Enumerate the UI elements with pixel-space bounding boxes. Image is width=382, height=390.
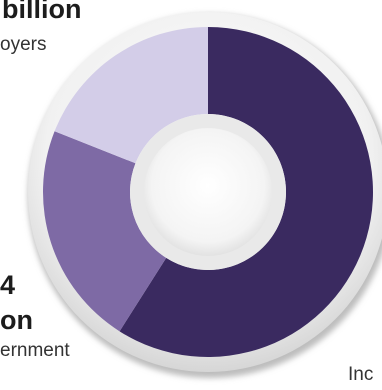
label-government-caption: ernment [0,340,70,361]
label-government-prefix: 4 [0,270,16,300]
label-billion-caption: oyers [0,34,47,55]
donut-slice-1 [119,27,373,358]
donut-slice-3 [54,27,208,164]
label-billion-value: billion [2,0,82,24]
donut-hole [144,128,272,256]
donut-slice-2 [43,131,167,332]
slices-group [43,27,373,358]
label-income-caption: Inc [348,364,374,385]
label-government-value: on [0,305,33,335]
